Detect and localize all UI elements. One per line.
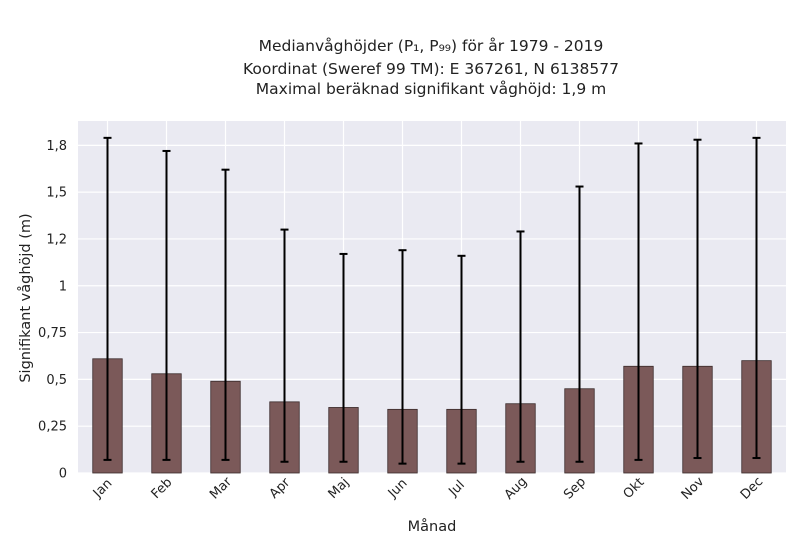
- x-axis-label: Månad: [408, 518, 457, 535]
- error-bars: [103, 136, 761, 465]
- y-tick-label: 0,5: [46, 373, 67, 388]
- y-tick-label: 1,2: [46, 232, 67, 247]
- x-tick-label: Maj: [326, 475, 353, 502]
- chart-title-line-2: Koordinat (Sweref 99 TM): E 367261, N 61…: [243, 60, 619, 78]
- x-tick-label: Apr: [267, 475, 294, 502]
- x-tick-label: Aug: [502, 474, 531, 503]
- y-tick-label: 0,75: [38, 326, 67, 341]
- chart-title-line-3: Maximal beräknad signifikant våghöjd: 1,…: [256, 80, 606, 98]
- y-tick-label: 0: [59, 467, 67, 482]
- x-tick-label: Jul: [445, 478, 467, 500]
- y-tick-label: 1,8: [46, 139, 67, 154]
- x-tick-label: Feb: [149, 475, 176, 502]
- y-axis-label: Signifikant våghöjd (m): [17, 213, 34, 382]
- x-tick-label: Mar: [207, 474, 235, 502]
- x-tick-label: Nov: [679, 474, 708, 503]
- x-tick-label: Jan: [90, 476, 115, 501]
- y-tick-label: 1: [59, 279, 67, 294]
- x-tick-labels: Jan Feb Mar Apr Maj Jun Jul Aug Sep Okt Nov Dec: [90, 474, 766, 503]
- x-tick-label: Okt: [621, 475, 648, 502]
- plot-area: [78, 121, 786, 473]
- x-tick-label: Sep: [561, 475, 589, 503]
- y-tick-label: 0,25: [38, 420, 67, 435]
- chart-title-line-1: Medianvåghöjder (P₁, P₉₉) för år 1979 - …: [259, 37, 604, 55]
- y-tick-labels: 0 0,25 0,5 0,75 1 1,2 1,5 1,8: [38, 139, 67, 482]
- y-tick-label: 1,5: [46, 186, 67, 201]
- x-tick-label: Dec: [738, 474, 766, 502]
- x-tick-label: Jun: [385, 476, 411, 502]
